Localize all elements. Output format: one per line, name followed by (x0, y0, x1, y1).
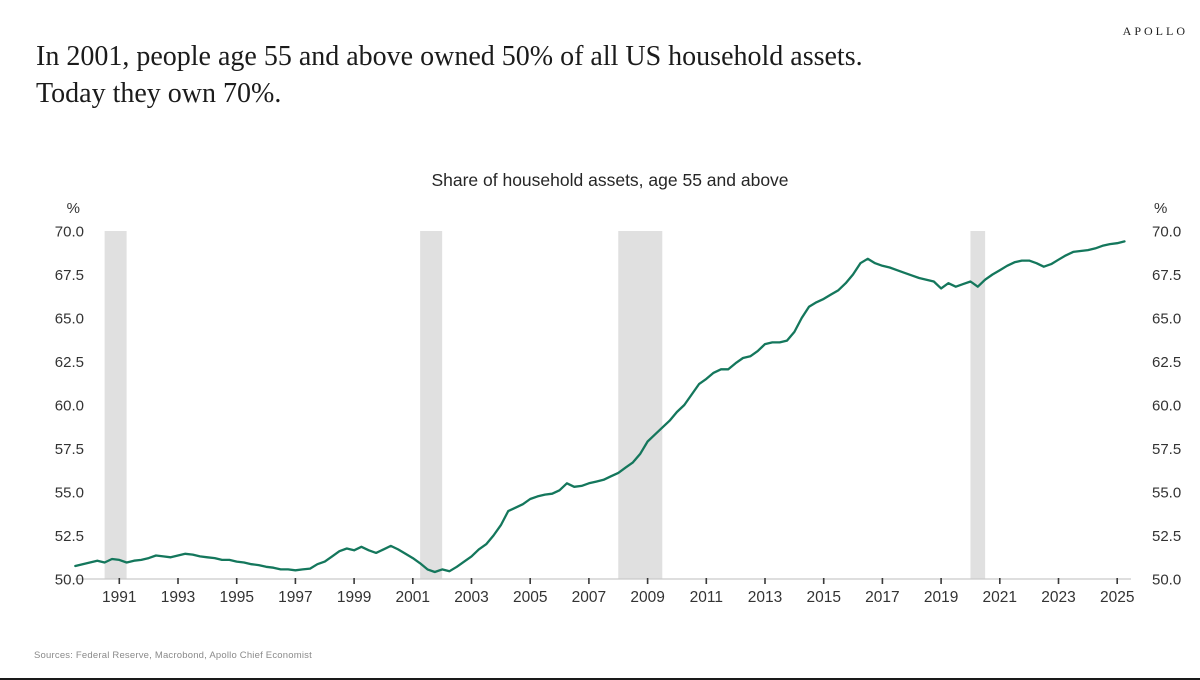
x-tick-label-2025: 2025 (1100, 589, 1134, 606)
y-tick-label-right-55.0: 55.0 (1152, 485, 1181, 502)
x-tick-label-2015: 2015 (806, 589, 840, 606)
y-tick-label-right-60.0: 60.0 (1152, 398, 1181, 415)
y-tick-label-right-52.5: 52.5 (1152, 528, 1181, 545)
x-tick-label-2017: 2017 (865, 589, 899, 606)
recession-band (970, 231, 986, 579)
line-chart: 1991 1993 1995 1997 1999 2001 2003 2005 2007 2009… (55, 200, 1181, 606)
apollo-logo: APOLLO (1122, 24, 1188, 38)
y-tick-label-left-60.0: 60.0 (55, 398, 84, 415)
y-tick-label-right-50.0: 50.0 (1152, 572, 1181, 589)
x-tick-label-2001: 2001 (396, 589, 430, 606)
y-axis-unit-left: % (67, 200, 80, 217)
x-tick-label-1997: 1997 (278, 589, 312, 606)
y-axis-unit-right: % (1154, 200, 1167, 217)
y-tick-label-right-70.0: 70.0 (1152, 224, 1181, 241)
chart-title: Share of household assets, age 55 and ab… (431, 170, 789, 190)
x-tick-label-1993: 1993 (161, 589, 195, 606)
headline: In 2001, people age 55 and above owned 5… (36, 38, 1036, 112)
x-tick-label-2007: 2007 (572, 589, 606, 606)
x-tick-label-2023: 2023 (1041, 589, 1075, 606)
headline-line-1: In 2001, people age 55 and above owned 5… (36, 41, 863, 72)
y-tick-label-left-67.5: 67.5 (55, 267, 84, 284)
y-tick-label-left-62.5: 62.5 (55, 354, 84, 371)
y-tick-label-left-57.5: 57.5 (55, 441, 84, 458)
x-tick-label-2019: 2019 (924, 589, 958, 606)
x-tick-label-1995: 1995 (219, 589, 253, 606)
x-tick-label-2009: 2009 (630, 589, 664, 606)
data-line (74, 240, 1126, 574)
y-tick-label-right-65.0: 65.0 (1152, 311, 1181, 328)
y-tick-label-left-50.0: 50.0 (55, 572, 84, 589)
recession-band (618, 231, 663, 579)
x-tick-label-1999: 1999 (337, 589, 371, 606)
y-tick-label-right-57.5: 57.5 (1152, 441, 1181, 458)
source-note: Sources: Federal Reserve, Macrobond, Apo… (34, 650, 312, 661)
y-tick-label-left-70.0: 70.0 (55, 224, 84, 241)
x-tick-label-2021: 2021 (983, 589, 1017, 606)
x-tick-label-1991: 1991 (102, 589, 136, 606)
x-tick-label-2013: 2013 (748, 589, 782, 606)
y-tick-label-left-55.0: 55.0 (55, 485, 84, 502)
recession-band (104, 231, 127, 579)
x-tick-label-2011: 2011 (690, 589, 723, 606)
x-tick-label-2005: 2005 (513, 589, 547, 606)
recession-band (420, 231, 443, 579)
y-tick-label-right-62.5: 62.5 (1152, 354, 1181, 371)
y-tick-label-right-67.5: 67.5 (1152, 267, 1181, 284)
y-tick-label-left-52.5: 52.5 (55, 528, 84, 545)
y-tick-label-left-65.0: 65.0 (55, 311, 84, 328)
x-tick-label-2003: 2003 (454, 589, 488, 606)
headline-line-2: Today they own 70%. (36, 78, 282, 109)
